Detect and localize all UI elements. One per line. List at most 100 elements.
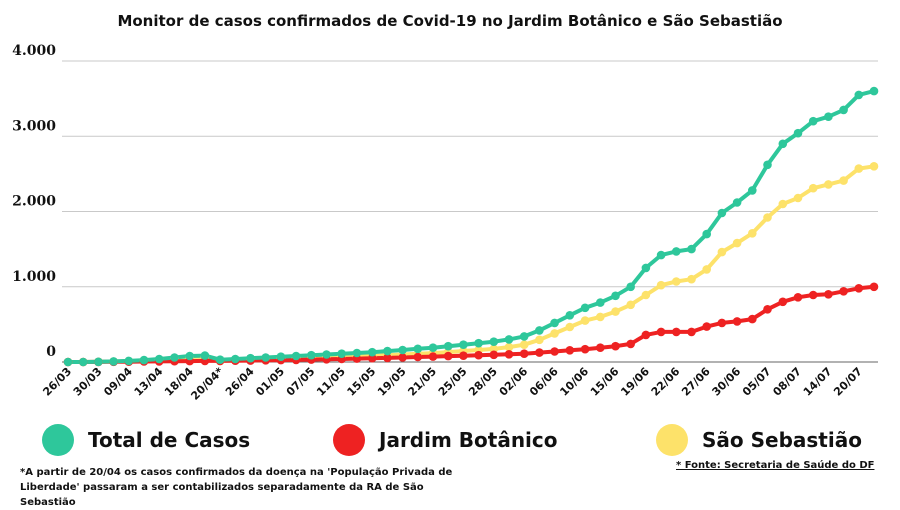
data-point-2	[656, 280, 666, 290]
data-point-0	[124, 356, 134, 366]
grid	[62, 60, 878, 363]
x-tick-label: 13/04	[132, 365, 166, 399]
footnote: *A partir de 20/04 os casos confirmados …	[20, 467, 453, 508]
x-tick-labels: 26/0330/0309/0413/0418/0420/04*26/0401/0…	[40, 365, 864, 403]
data-point-1	[596, 343, 605, 353]
data-point-1	[732, 317, 742, 326]
data-point-0	[626, 282, 635, 292]
data-point-1	[519, 349, 529, 359]
data-point-0	[413, 344, 423, 354]
data-point-0	[139, 355, 149, 365]
x-tick-label: 08/07	[770, 365, 804, 399]
data-point-0	[231, 354, 240, 364]
legend-label-sao-sebastiao: São Sebastião	[702, 428, 862, 452]
x-tick-label: 19/06	[618, 365, 652, 399]
data-point-2	[504, 342, 514, 352]
data-point-1	[383, 353, 392, 363]
x-tick-label: 25/05	[436, 365, 470, 399]
x-tick-label: 19/05	[375, 365, 409, 399]
data-point-0	[672, 247, 681, 256]
x-tick-label: 20/07	[831, 365, 865, 399]
x-tick-label: 15/05	[345, 365, 379, 399]
data-point-0	[580, 303, 590, 313]
data-point-1	[778, 297, 788, 307]
data-point-1	[428, 352, 438, 361]
x-tick-label: 07/05	[284, 365, 318, 399]
data-point-1	[367, 353, 377, 363]
data-point-1	[504, 350, 514, 359]
legend-item-jardim-botanico: Jardim Botânico	[333, 423, 558, 457]
source-note: * Fonte: Secretaria de Saúde do DF	[676, 460, 875, 471]
x-tick-label: 06/06	[527, 365, 561, 399]
x-tick-label: 26/03	[40, 365, 74, 399]
data-point-2	[808, 183, 818, 193]
data-point-1	[793, 293, 803, 302]
data-point-0	[337, 349, 347, 359]
x-tick-label: 30/06	[710, 365, 744, 399]
data-point-1	[474, 350, 483, 360]
data-point-1	[443, 351, 453, 361]
y-tick-label: 1.000	[12, 269, 56, 285]
data-point-0	[732, 198, 742, 207]
data-point-0	[839, 105, 848, 115]
data-point-0	[687, 244, 696, 254]
data-point-0	[489, 337, 499, 347]
data-point-1	[748, 314, 757, 324]
data-point-1	[656, 327, 666, 337]
data-point-0	[154, 354, 164, 364]
data-point-0	[291, 351, 301, 361]
data-point-1	[702, 322, 711, 331]
data-point-2	[732, 238, 742, 248]
legend-label-total: Total de Casos	[88, 428, 251, 452]
legend-label-jardim-botanico: Jardim Botânico	[379, 428, 558, 452]
data-point-0	[702, 229, 711, 239]
data-point-0	[459, 340, 468, 350]
data-point-2	[596, 312, 605, 322]
x-tick-label: 11/05	[314, 365, 348, 399]
data-point-0	[778, 139, 788, 149]
chart-title: Monitor de casos confirmados de Covid-19…	[117, 12, 783, 30]
data-point-2	[519, 340, 529, 350]
data-point-2	[869, 162, 879, 171]
data-point-0	[611, 291, 620, 301]
data-point-0	[170, 353, 179, 362]
data-point-1	[808, 290, 818, 300]
data-point-0	[307, 350, 316, 360]
x-tick-label: 28/05	[466, 365, 500, 399]
data-point-1	[580, 344, 590, 354]
data-point-1	[550, 347, 559, 356]
data-point-0	[748, 186, 757, 195]
data-point-1	[398, 353, 407, 362]
data-point-0	[352, 348, 362, 358]
data-point-0	[246, 353, 255, 363]
data-point-0	[596, 298, 605, 307]
data-point-0	[398, 345, 407, 355]
data-point-0	[200, 351, 210, 360]
data-point-0	[215, 355, 225, 365]
data-point-2	[748, 229, 757, 238]
data-point-0	[383, 346, 392, 356]
y-tick-label: 0	[46, 344, 56, 360]
data-point-0	[443, 341, 453, 351]
data-point-2	[687, 274, 696, 284]
x-tick-label: 21/05	[405, 365, 439, 399]
data-point-0	[869, 86, 879, 96]
data-point-0	[109, 357, 118, 366]
legend-item-total: Total de Casos	[42, 423, 250, 457]
y-tick-label: 3.000	[12, 118, 56, 134]
data-point-0	[276, 352, 286, 362]
data-point-1	[717, 318, 727, 328]
data-point-2	[763, 213, 772, 222]
data-point-1	[869, 282, 879, 292]
data-point-2	[824, 180, 833, 189]
y-tick-label: 2.000	[12, 194, 56, 210]
x-tick-label: 26/04	[223, 365, 257, 399]
data-point-1	[459, 351, 468, 361]
data-point-0	[63, 357, 73, 367]
data-point-1	[413, 352, 423, 362]
data-point-2	[641, 290, 651, 300]
data-point-0	[763, 160, 772, 170]
data-point-2	[489, 344, 499, 354]
x-tick-label: 14/07	[801, 365, 835, 399]
data-point-2	[839, 176, 848, 185]
